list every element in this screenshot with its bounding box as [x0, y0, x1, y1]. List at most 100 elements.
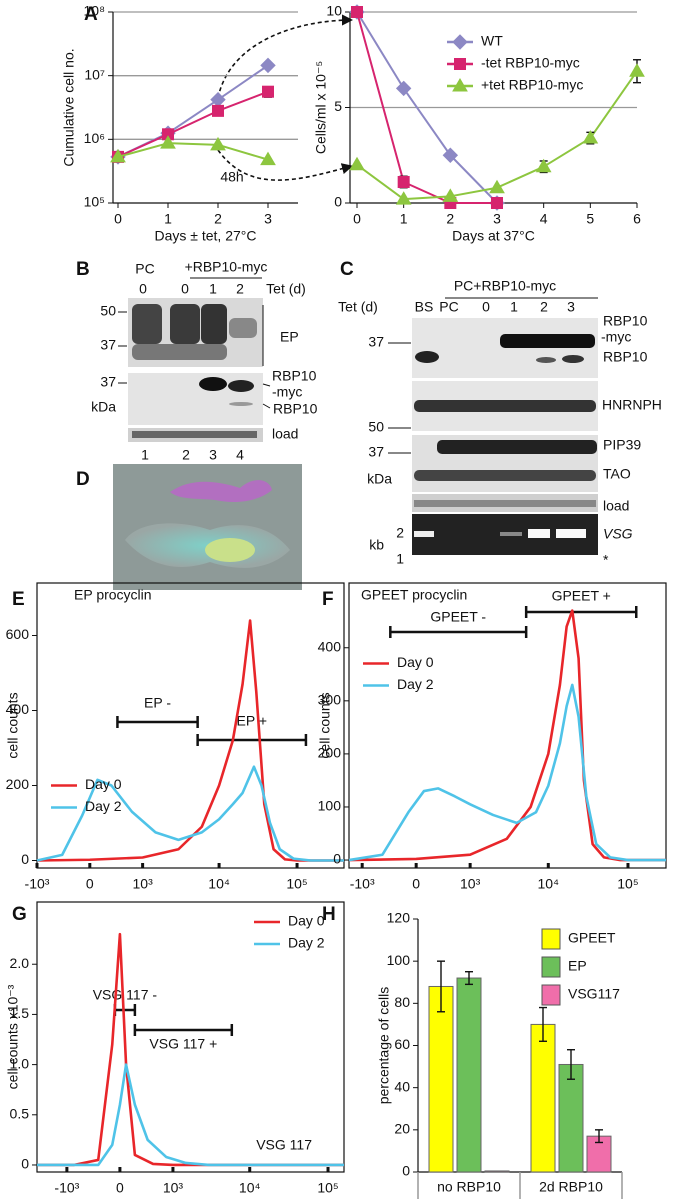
- gate-label: VSG 117 -: [93, 987, 158, 1003]
- point: [110, 148, 126, 163]
- label: 50: [100, 303, 116, 319]
- y-tick-label: 60: [394, 1036, 410, 1052]
- label: BS: [415, 299, 434, 315]
- bar: [484, 1170, 510, 1173]
- series-line: [356, 11, 497, 204]
- label: C: [340, 259, 354, 280]
- x-tick-label: 2d RBP10: [539, 1179, 603, 1195]
- x-tick-label: 3: [493, 211, 501, 227]
- label: PIP39: [603, 437, 641, 453]
- y-tick-label: 400: [318, 638, 342, 654]
- bar: [530, 1023, 556, 1173]
- legend-label: GPEET: [568, 930, 616, 946]
- y-tick-label: 10⁵: [84, 194, 105, 210]
- label: 3: [567, 299, 575, 315]
- y-tick-label: 300: [318, 692, 342, 708]
- point: [489, 179, 505, 194]
- label: RBP10: [272, 368, 317, 384]
- label: HNRNPH: [602, 397, 662, 413]
- label: load: [272, 426, 298, 442]
- legend-label: -tet RBP10-myc: [481, 55, 580, 71]
- point: [442, 147, 459, 163]
- y-tick-label: 20: [394, 1121, 410, 1137]
- y-axis-label: Cumulative cell no.: [61, 48, 77, 166]
- label: 1: [510, 299, 518, 315]
- x-tick-label: -10³: [54, 1180, 79, 1196]
- legend-label: +tet RBP10-myc: [481, 77, 583, 93]
- y-tick-label: 10⁶: [84, 130, 105, 146]
- point: [212, 104, 224, 117]
- y-axis-label: percentage of cells: [376, 987, 392, 1105]
- panel-label: G: [12, 904, 27, 925]
- annotation: VSG 117: [256, 1137, 312, 1153]
- point: [582, 130, 599, 144]
- legend-label: Day 2: [397, 676, 434, 692]
- x-tick-label: -10³: [350, 876, 375, 892]
- label: 2: [236, 281, 244, 297]
- label: 2: [396, 525, 404, 541]
- label: -myc: [601, 329, 631, 345]
- blot-c: [388, 297, 598, 555]
- legend-label: EP: [568, 958, 587, 974]
- label: 4: [236, 447, 244, 463]
- y-tick-label: 0: [21, 1156, 29, 1172]
- label: 37: [368, 444, 384, 460]
- label: VSG: [603, 526, 633, 542]
- legend-swatch: [541, 928, 561, 950]
- x-tick-label: 0: [86, 876, 94, 892]
- point: [535, 158, 552, 173]
- panel-label: H: [322, 904, 336, 925]
- point: [395, 80, 412, 97]
- label: 3: [209, 447, 217, 463]
- x-tick-label: 0: [116, 1180, 124, 1196]
- point: [262, 85, 274, 98]
- y-tick-label: 0: [333, 851, 341, 867]
- bar: [428, 985, 454, 1173]
- point: [442, 188, 459, 202]
- micrograph: [113, 464, 302, 590]
- point: [491, 197, 503, 209]
- x-tick-label: 10³: [133, 876, 154, 892]
- frame: [36, 582, 345, 869]
- gate-label: GPEET -: [430, 609, 486, 625]
- arrow: [217, 14, 354, 99]
- x-tick-label: 0: [412, 876, 420, 892]
- label: RBP10: [603, 313, 648, 329]
- gate-label: EP +: [237, 713, 268, 729]
- x-tick-label: -10³: [25, 876, 50, 892]
- legend-swatch: [541, 984, 561, 1006]
- point: [210, 91, 226, 108]
- label: kDa: [367, 471, 392, 487]
- y-tick-label: 600: [6, 626, 30, 642]
- frame: [36, 901, 345, 1173]
- label: 2: [540, 299, 548, 315]
- series-line: [356, 11, 498, 204]
- x-tick-label: 1: [164, 211, 172, 227]
- x-tick-label: 10⁵: [286, 876, 307, 892]
- gate-label: VSG 117 +: [149, 1036, 217, 1052]
- chart-title: EP procyclin: [74, 587, 152, 603]
- x-tick-label: 10³: [163, 1180, 184, 1196]
- x-tick-label: 10⁴: [239, 1180, 261, 1196]
- arrow: [217, 149, 354, 181]
- x-tick-label: 3: [264, 211, 272, 227]
- label: load: [603, 498, 629, 514]
- x-tick-label: 0: [114, 211, 122, 227]
- label: kDa: [91, 399, 116, 415]
- y-tick-label: 100: [318, 798, 342, 814]
- y-axis-label: cell counts: [317, 692, 333, 758]
- point: [351, 6, 363, 18]
- label: +RBP10-myc: [185, 259, 268, 275]
- x-tick-label: 2: [214, 211, 222, 227]
- label: Tet (d): [338, 299, 378, 315]
- label: EP: [280, 329, 299, 345]
- label: 0: [482, 299, 490, 315]
- label: PC+RBP10-myc: [454, 278, 556, 294]
- y-tick-label: 200: [6, 776, 30, 792]
- legend-label: Day 0: [397, 654, 434, 670]
- x-tick-label: 10⁴: [537, 876, 559, 892]
- y-axis-label: Cells/ml x 10⁻⁵: [313, 61, 329, 154]
- bar: [558, 1063, 584, 1173]
- panel-label: F: [322, 589, 334, 610]
